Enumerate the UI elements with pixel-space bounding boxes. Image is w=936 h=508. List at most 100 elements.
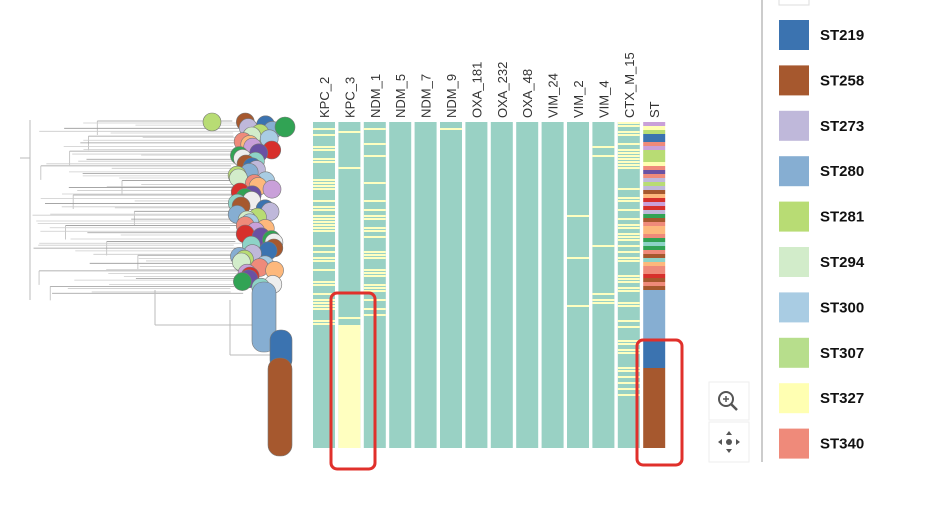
legend-swatch	[779, 292, 809, 323]
st-stripe	[643, 246, 666, 250]
cell	[617, 134, 640, 136]
legend-swatch	[779, 110, 809, 141]
cell	[363, 218, 386, 220]
icon	[718, 391, 734, 407]
cell	[617, 257, 640, 259]
legend-label: ST307	[820, 345, 864, 362]
st-stripe	[643, 230, 666, 234]
tree	[20, 112, 296, 457]
cell	[313, 149, 335, 151]
legend-label: ST327	[820, 390, 864, 407]
cell	[617, 143, 640, 145]
cell	[313, 161, 335, 163]
cell	[617, 260, 640, 262]
column-bg	[567, 122, 589, 448]
tip	[262, 179, 282, 199]
cell-block	[338, 325, 361, 448]
column-bg	[617, 122, 640, 448]
tip	[233, 272, 252, 291]
st-stripe	[643, 194, 666, 198]
cell	[313, 230, 335, 232]
st-stripe	[643, 254, 666, 258]
st-stripe	[643, 126, 666, 130]
cell	[313, 308, 335, 310]
cell	[617, 188, 640, 190]
cell	[313, 281, 335, 283]
column-bg	[440, 122, 462, 448]
cell	[313, 179, 335, 181]
cell	[617, 218, 640, 220]
st-stripe	[643, 122, 666, 126]
cell	[617, 352, 640, 354]
st-stripe	[643, 186, 666, 190]
icon	[726, 439, 732, 445]
st-stripe	[643, 274, 666, 278]
column-label: ST	[647, 101, 662, 118]
column-labels: KPC_2 KPC_3 NDM_1 NDM_5 NDM_7 NDM_9 OXA_181 OXA…	[317, 52, 662, 118]
st-stripe	[643, 202, 666, 206]
st-stripe	[643, 210, 666, 214]
cell	[363, 290, 386, 292]
cell	[313, 128, 335, 130]
cell	[363, 236, 386, 238]
cell	[313, 323, 335, 325]
tip	[202, 112, 222, 132]
cell	[592, 146, 615, 148]
column-label: NDM_5	[393, 74, 408, 118]
legend-swatch	[779, 20, 809, 50]
cell	[592, 155, 615, 157]
tip-cluster	[267, 357, 293, 457]
st-stripe	[643, 218, 666, 222]
column-label: NDM_1	[368, 74, 383, 118]
legend-swatch	[779, 156, 809, 187]
st-stripe	[643, 238, 666, 242]
heatmap	[313, 122, 666, 448]
cell	[617, 370, 640, 372]
cell	[313, 215, 335, 217]
pan-button[interactable]	[708, 421, 750, 463]
st-stripe	[643, 174, 666, 178]
st-stripe	[643, 242, 666, 246]
st-stripe	[643, 130, 666, 134]
st-stripe	[643, 282, 666, 286]
cell	[617, 376, 640, 378]
cell	[313, 188, 335, 190]
legend-label: ST340	[820, 436, 864, 453]
cell	[313, 206, 335, 208]
cell	[617, 158, 640, 160]
cell	[617, 349, 640, 351]
cell	[617, 251, 640, 253]
st-stripe	[643, 166, 666, 170]
cell	[617, 290, 640, 292]
st-block	[643, 290, 666, 340]
legend-swatch	[779, 383, 809, 414]
zoom-in-button[interactable]	[708, 381, 750, 421]
cell	[617, 224, 640, 226]
cell	[617, 233, 640, 235]
cell	[313, 245, 335, 247]
cell	[313, 218, 335, 220]
cell	[363, 143, 386, 145]
cell	[363, 251, 386, 253]
legend-label: ST294	[820, 254, 865, 271]
cell	[617, 388, 640, 390]
st-block	[643, 340, 666, 368]
highlight-box	[635, 338, 684, 467]
cell	[313, 284, 335, 286]
column-bg	[541, 122, 564, 448]
cell	[617, 155, 640, 157]
cell	[617, 367, 640, 369]
button-bg[interactable]	[708, 381, 750, 421]
st-stripe	[643, 138, 666, 142]
cell	[313, 299, 335, 301]
cell	[363, 128, 386, 130]
cell	[617, 239, 640, 241]
column-bg	[490, 122, 513, 448]
st-stripe	[643, 142, 666, 146]
st-stripe	[643, 162, 666, 166]
column-label: OXA_48	[520, 69, 535, 118]
cell	[567, 305, 589, 307]
cell	[313, 302, 335, 304]
